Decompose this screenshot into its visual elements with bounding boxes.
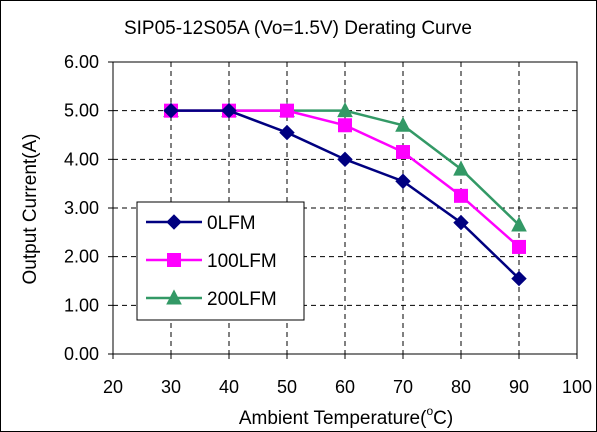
x-tick-label: 60	[335, 377, 355, 397]
x-axis-label-tail: C)	[433, 408, 453, 429]
y-tick-label: 6.00	[64, 52, 99, 72]
legend-swatch-marker	[166, 214, 182, 230]
y-axis-label: Output Current(A)	[20, 134, 41, 285]
legend-item-0lfm: 0LFM	[146, 213, 256, 234]
legend-swatch-marker	[167, 253, 181, 267]
legend-label: 0LFM	[207, 213, 256, 234]
series-0lfm	[163, 102, 527, 287]
data-point	[337, 102, 353, 118]
data-point	[454, 188, 468, 203]
data-point	[511, 216, 527, 232]
y-tick-label: 2.00	[64, 247, 99, 267]
data-point	[511, 270, 527, 287]
data-point	[338, 118, 352, 133]
y-tick-label: 3.00	[64, 198, 99, 218]
y-tick-label: 4.00	[64, 149, 99, 169]
x-axis-label: Ambient Temperature(oC)	[239, 404, 453, 429]
data-point	[453, 214, 469, 231]
chart-title: SIP05-12S05A (Vo=1.5V) Derating Curve	[124, 18, 472, 39]
data-point	[396, 145, 410, 160]
legend-label: 100LFM	[207, 251, 277, 272]
x-tick-label: 90	[509, 377, 529, 397]
data-point	[453, 160, 469, 176]
data-point	[280, 103, 294, 118]
data-point	[163, 102, 179, 119]
legend-item-100lfm: 100LFM	[146, 251, 277, 272]
x-tick-label: 30	[161, 377, 181, 397]
x-tick-label: 80	[451, 377, 471, 397]
y-tick-label: 5.00	[64, 101, 99, 121]
x-axis-ticks: 20 30 40 50 60 70 80 90 100	[103, 354, 592, 397]
data-point	[512, 239, 526, 254]
legend-item-200lfm: 200LFM	[146, 289, 277, 310]
data-point	[395, 173, 411, 189]
x-axis-label-superscript: o	[426, 404, 433, 418]
y-axis-ticks: 0.00 1.00 2.00 3.00 4.00 5.00 6.00	[64, 52, 113, 364]
x-axis-label-main: Ambient Temperature(	[239, 408, 427, 429]
legend-swatch-marker	[166, 289, 182, 305]
x-tick-label: 70	[393, 377, 413, 397]
data-point	[279, 124, 295, 141]
legend: 0LFM 100LFM 200LFM	[136, 201, 305, 321]
x-tick-label: 100	[562, 377, 592, 397]
legend-label: 200LFM	[207, 289, 277, 310]
x-tick-label: 20	[103, 377, 123, 397]
series-layer	[163, 102, 527, 287]
y-tick-label: 1.00	[64, 295, 99, 315]
x-tick-label: 50	[277, 377, 297, 397]
data-point	[395, 116, 411, 132]
data-point	[337, 151, 353, 168]
data-point	[221, 102, 237, 119]
y-tick-label: 0.00	[64, 344, 99, 364]
x-tick-label: 40	[219, 377, 239, 397]
